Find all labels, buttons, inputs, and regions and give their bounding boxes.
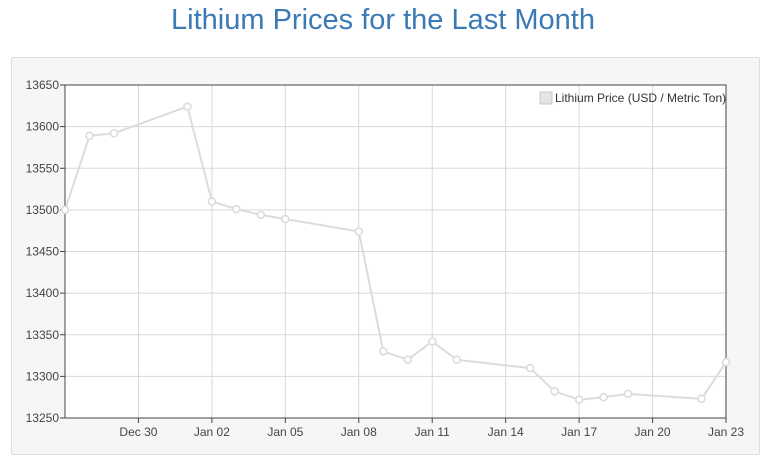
plot-border xyxy=(64,84,727,419)
data-point[interactable] xyxy=(599,392,608,402)
data-point[interactable] xyxy=(403,355,413,365)
data-point[interactable] xyxy=(183,102,192,111)
x-tick-label: Dec 30 xyxy=(119,425,157,439)
data-point[interactable] xyxy=(623,389,633,399)
x-tick-label: Jan 14 xyxy=(488,425,524,439)
data-point[interactable] xyxy=(697,394,706,404)
data-point[interactable] xyxy=(109,128,119,138)
data-point[interactable] xyxy=(378,347,388,356)
y-tick-label: 13450 xyxy=(26,245,60,259)
y-tick-label: 13250 xyxy=(26,411,60,425)
series-group xyxy=(60,102,731,404)
x-tick-label: Jan 02 xyxy=(194,425,230,439)
data-point[interactable] xyxy=(721,357,731,367)
data-point[interactable] xyxy=(427,337,437,346)
y-tick-label: 13400 xyxy=(26,286,60,300)
x-tick-label: Jan 17 xyxy=(561,425,597,439)
legend-swatch xyxy=(539,91,553,105)
data-point[interactable] xyxy=(452,355,462,365)
data-point[interactable] xyxy=(232,204,241,214)
data-point[interactable] xyxy=(281,214,290,224)
data-point[interactable] xyxy=(85,131,94,141)
legend: Lithium Price (USD / Metric Ton) xyxy=(539,91,726,105)
x-axis-ticks: Dec 30 Jan 02 Jan 05 Jan 08 Jan 11 Jan 14 Jan … xyxy=(119,418,744,439)
data-point[interactable] xyxy=(207,197,217,206)
x-tick-label: Jan 08 xyxy=(341,425,377,439)
x-tick-label: Jan 05 xyxy=(267,425,303,439)
y-tick-label: 13500 xyxy=(26,203,60,217)
data-point[interactable] xyxy=(354,227,364,236)
x-tick-label: Jan 11 xyxy=(415,425,450,439)
y-axis-ticks: 13250 13300 13350 13400 13450 13500 13550 13600… xyxy=(26,78,65,425)
y-tick-label: 13350 xyxy=(26,328,60,342)
data-point[interactable] xyxy=(550,387,559,396)
data-point[interactable] xyxy=(256,210,266,220)
data-point[interactable] xyxy=(574,395,584,404)
data-point[interactable] xyxy=(60,205,70,215)
y-tick-label: 13550 xyxy=(26,161,60,175)
y-tick-label: 13300 xyxy=(26,369,60,383)
legend-label: Lithium Price (USD / Metric Ton) xyxy=(555,91,726,105)
y-tick-label: 13650 xyxy=(26,78,60,92)
y-tick-label: 13600 xyxy=(26,120,60,134)
x-tick-label: Jan 23 xyxy=(708,425,744,439)
page-title: Lithium Prices for the Last Month xyxy=(171,4,595,36)
data-point[interactable] xyxy=(525,363,535,373)
x-tick-label: Jan 20 xyxy=(635,425,671,439)
